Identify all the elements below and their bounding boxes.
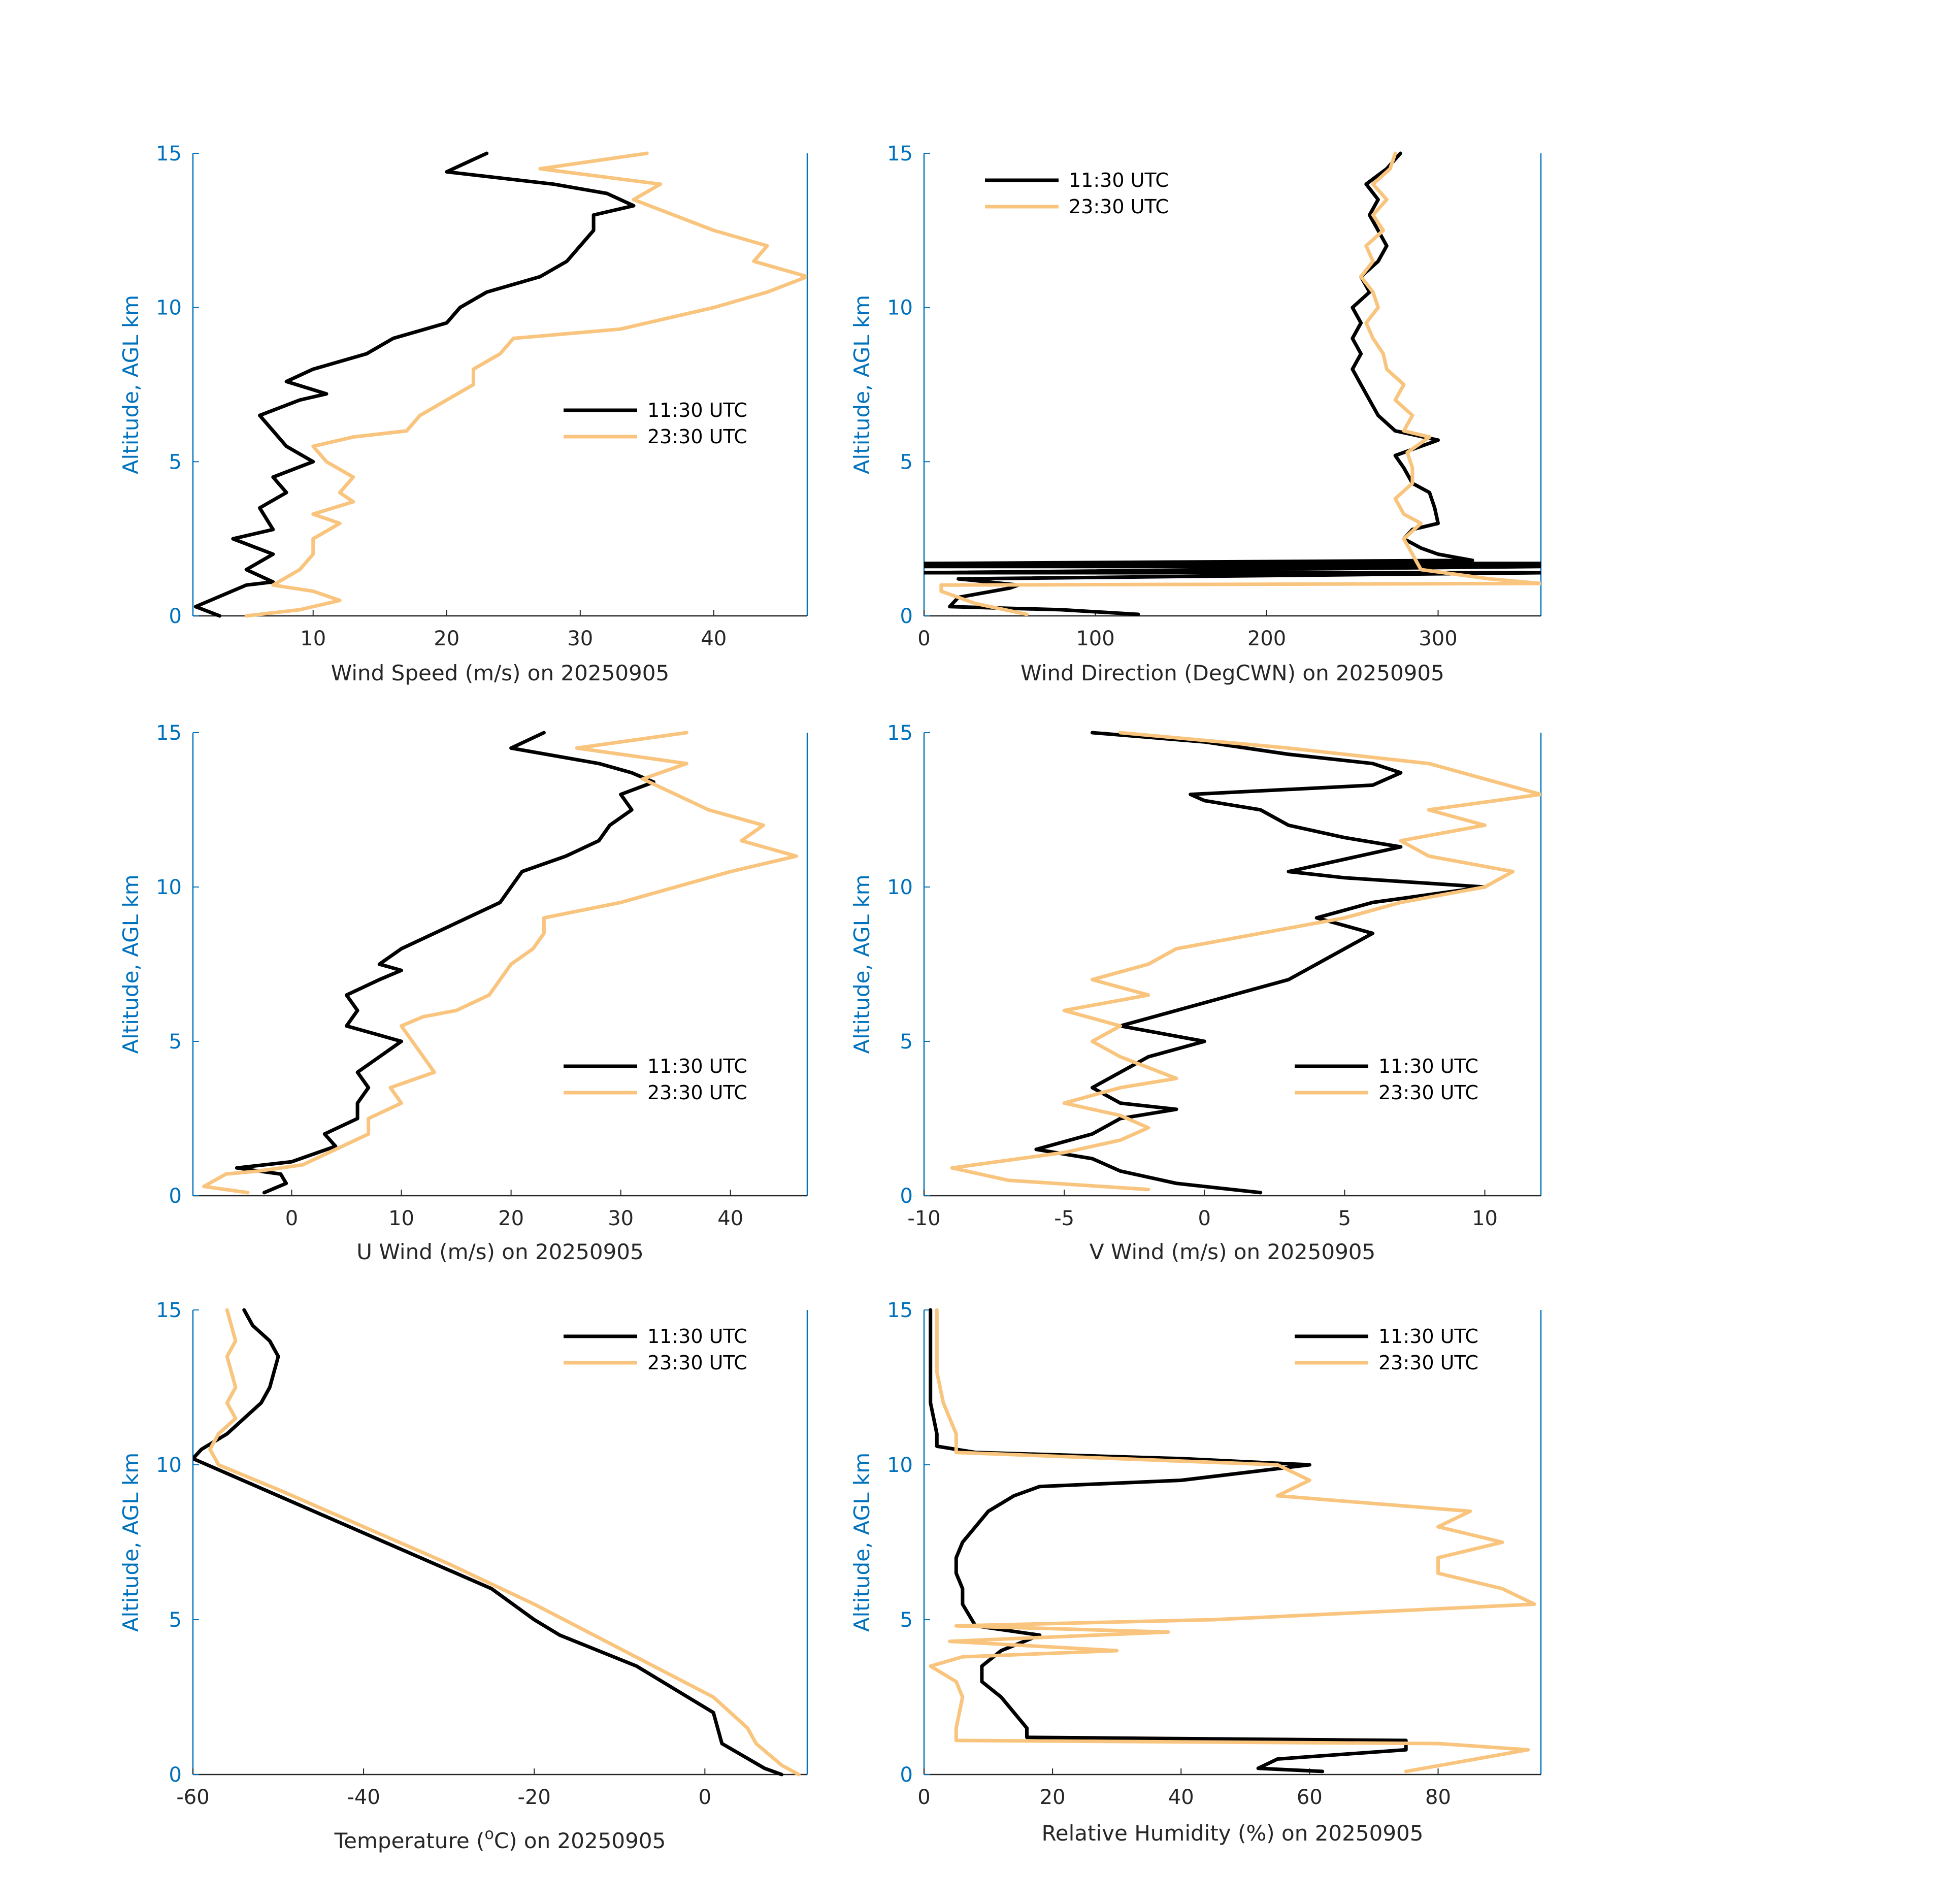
x-tick-label: 10 — [388, 1207, 414, 1230]
y-tick-label: 15 — [156, 721, 182, 745]
legend-label: 23:30 UTC — [1378, 1081, 1478, 1104]
y-tick-label: 0 — [900, 1185, 913, 1208]
wind-speed-panel: 10 20 30 40 0 5 10 15 Altitude, AGL km Wind Speed… — [118, 142, 808, 685]
legend-label: 23:30 UTC — [647, 425, 747, 448]
series-line-23-30-utc — [202, 731, 798, 1195]
series-line-23-30-utc — [929, 1308, 1536, 1774]
y-tick-label: 0 — [169, 1763, 182, 1787]
y-tick-label: 15 — [156, 142, 182, 166]
y-tick-label: 0 — [169, 1185, 182, 1208]
y-tick-label: 5 — [900, 1030, 913, 1054]
y-tick-label: 0 — [169, 605, 182, 628]
series-line-23-30-utc — [244, 151, 807, 618]
u-wind-panel: 0 10 20 30 40 0 5 10 15 Altitude, AGL km U Wind (m… — [118, 721, 808, 1264]
y-axis-title: Altitude, AGL km — [118, 874, 143, 1054]
legend-label: 11:30 UTC — [647, 1055, 747, 1077]
legend-label: 11:30 UTC — [1378, 1055, 1478, 1077]
y-axis-title: Altitude, AGL km — [849, 874, 874, 1054]
legend-label: 11:30 UTC — [647, 399, 747, 421]
relative-humidity-panel: 0 20 40 60 80 0 5 10 15 Altitude, AGL km Relative … — [849, 1299, 1542, 1846]
series-line-23-30-utc — [939, 151, 1541, 616]
y-tick-label: 15 — [887, 142, 913, 166]
series-line-23-30-utc — [950, 731, 1541, 1192]
x-axis-title: Relative Humidity (%) on 20250905 — [1042, 1821, 1424, 1846]
v-wind-panel: -10 -5 0 5 10 0 5 10 15 Altitude, AGL km V Wind (m… — [849, 721, 1542, 1264]
x-tick-label: 30 — [567, 627, 593, 650]
x-tick-label: 20 — [1040, 1786, 1066, 1809]
legend-label: 23:30 UTC — [647, 1352, 747, 1374]
x-axis-title: U Wind (m/s) on 20250905 — [356, 1239, 644, 1264]
legend-label: 11:30 UTC — [1378, 1325, 1478, 1348]
x-tick-label: -5 — [1054, 1207, 1074, 1230]
legend-label: 11:30 UTC — [1069, 169, 1169, 191]
x-tick-label: 10 — [300, 627, 326, 650]
y-axis-title: Altitude, AGL km — [849, 1453, 874, 1632]
y-axis-title: Altitude, AGL km — [118, 295, 143, 474]
legend-label: 23:30 UTC — [647, 1081, 747, 1104]
y-axis-title: Altitude, AGL km — [118, 1453, 143, 1632]
y-tick-label: 10 — [887, 1454, 913, 1477]
legend-label: 23:30 UTC — [1378, 1352, 1478, 1374]
x-tick-label: 0 — [917, 1786, 930, 1809]
x-tick-label: 0 — [285, 1207, 298, 1230]
x-tick-label: 20 — [498, 1207, 524, 1230]
x-tick-label: 0 — [917, 627, 930, 650]
y-tick-label: 5 — [169, 450, 182, 474]
y-tick-label: 10 — [156, 297, 182, 320]
x-axis-title: Temperature (oC) on 20250905 — [334, 1825, 666, 1853]
y-tick-label: 10 — [887, 297, 913, 320]
y-tick-label: 10 — [887, 876, 913, 899]
x-tick-label: 10 — [1472, 1207, 1498, 1230]
series-line-11-30-utc — [1034, 731, 1487, 1195]
x-tick-label: -20 — [518, 1786, 551, 1809]
series-line-11-30-utc — [193, 1308, 784, 1777]
series-line-11-30-utc — [929, 1308, 1408, 1774]
y-tick-label: 10 — [156, 876, 182, 899]
legend-label: 11:30 UTC — [647, 1325, 747, 1348]
y-tick-label: 5 — [900, 1608, 913, 1632]
x-tick-label: 20 — [434, 627, 459, 650]
y-tick-label: 15 — [156, 1299, 182, 1322]
y-tick-label: 5 — [169, 1608, 182, 1632]
x-tick-label: 60 — [1297, 1786, 1323, 1809]
x-tick-label: 40 — [717, 1207, 743, 1230]
x-tick-label: 200 — [1247, 627, 1286, 650]
x-tick-label: -10 — [907, 1207, 940, 1230]
y-tick-label: 0 — [900, 605, 913, 628]
x-tick-label: 80 — [1425, 1786, 1451, 1809]
x-tick-label: 0 — [699, 1786, 711, 1809]
x-axis-title: Wind Speed (m/s) on 20250905 — [331, 661, 669, 685]
y-tick-label: 5 — [169, 1030, 182, 1054]
x-axis-title: V Wind (m/s) on 20250905 — [1090, 1239, 1376, 1264]
x-tick-label: -60 — [176, 1786, 209, 1809]
y-tick-label: 15 — [887, 1299, 913, 1322]
x-tick-label: -40 — [347, 1786, 380, 1809]
legend-label: 23:30 UTC — [1069, 195, 1169, 218]
x-tick-label: 0 — [1198, 1207, 1211, 1230]
wind-direction-panel: 0 100 200 300 0 5 10 15 Altitude, AGL km Wind Dir… — [849, 142, 1542, 685]
x-axis-title: Wind Direction (DegCWN) on 20250905 — [1021, 661, 1444, 685]
series-line-11-30-utc — [193, 151, 636, 618]
series-line-11-30-utc — [235, 731, 655, 1195]
series-line-23-30-utc — [208, 1308, 801, 1777]
y-axis-title: Altitude, AGL km — [849, 295, 874, 474]
y-tick-label: 0 — [900, 1763, 913, 1787]
x-tick-label: 5 — [1338, 1207, 1351, 1230]
temperature-panel: -60 -40 -20 0 0 5 10 15 Altitude, AGL km Temperat… — [118, 1299, 808, 1853]
x-tick-label: 40 — [1168, 1786, 1194, 1809]
y-tick-label: 15 — [887, 721, 913, 745]
x-tick-label: 300 — [1419, 627, 1457, 650]
y-tick-label: 10 — [156, 1454, 182, 1477]
x-tick-label: 100 — [1076, 627, 1114, 650]
y-tick-label: 5 — [900, 450, 913, 474]
panels: 10 20 30 40 0 5 10 15 Altitude, AGL km Wind Speed… — [118, 142, 1542, 1853]
x-tick-label: 40 — [701, 627, 727, 650]
x-tick-label: 30 — [608, 1207, 634, 1230]
